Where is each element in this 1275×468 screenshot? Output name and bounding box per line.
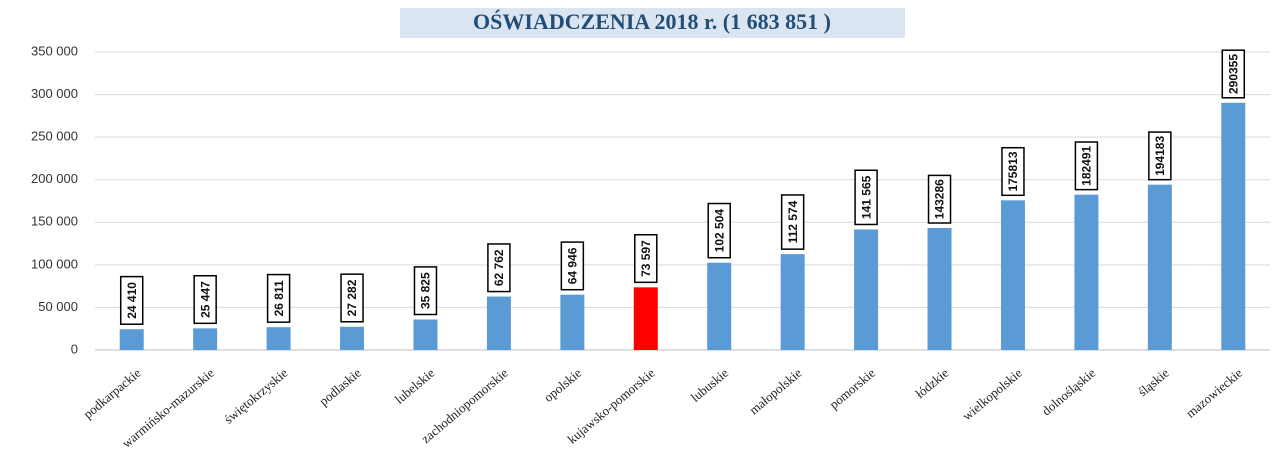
x-tick-label: lubuskie — [688, 365, 732, 405]
value-label-box — [266, 273, 291, 323]
value-label: 73 597 — [639, 240, 653, 277]
title-background — [400, 8, 905, 38]
y-tick-label: 50 000 — [38, 299, 78, 314]
value-label-box — [413, 266, 438, 316]
bar — [854, 229, 879, 350]
value-label: 24 410 — [125, 282, 139, 319]
value-label: 25 447 — [198, 281, 212, 318]
value-label-box — [1074, 141, 1099, 191]
value-label-box — [487, 243, 511, 293]
y-tick-label: 150 000 — [31, 214, 78, 229]
value-label: 141 565 — [859, 175, 873, 219]
x-tick-label: mazowieckie — [1183, 365, 1245, 421]
bar — [486, 296, 511, 350]
value-label-box — [119, 275, 144, 325]
bar — [413, 319, 438, 350]
bar — [193, 328, 218, 350]
value-label: 62 762 — [492, 249, 506, 286]
value-label: 102 504 — [712, 209, 726, 253]
y-tick-label: 300 000 — [31, 86, 78, 101]
x-tick-label: małopolskie — [746, 365, 804, 417]
value-label-box — [780, 194, 805, 250]
value-label-box — [927, 174, 952, 224]
value-label-box — [854, 169, 878, 226]
x-tick-label: śląskie — [1135, 365, 1172, 399]
x-tick-label: podkarpackie — [80, 365, 143, 422]
value-label-box — [1148, 131, 1172, 181]
x-tick-label: łódzkie — [912, 365, 951, 401]
bar — [560, 294, 585, 350]
bar — [707, 262, 732, 350]
x-tick-label: świętokrzyskie — [221, 365, 291, 427]
bar — [927, 228, 952, 350]
value-label-box — [707, 202, 731, 259]
x-tick-label: lubelskie — [392, 365, 438, 407]
chart-title: OŚWIADCZENIA 2018 r. (1 683 851 ) — [473, 9, 831, 34]
bar — [119, 329, 144, 350]
bar — [1000, 200, 1025, 350]
bar — [1221, 102, 1246, 351]
y-tick-label: 250 000 — [31, 129, 78, 144]
bar — [266, 327, 291, 350]
value-label-box — [1001, 146, 1025, 197]
x-tick-label: podlaskie — [316, 365, 364, 409]
bar — [780, 254, 805, 350]
value-label: 35 825 — [419, 272, 433, 309]
value-label: 26 811 — [272, 280, 286, 316]
y-tick-label: 100 000 — [31, 256, 78, 271]
value-label: 182491 — [1080, 145, 1094, 185]
x-tick-label: wielkopolskie — [959, 365, 1025, 424]
y-tick-label: 0 — [71, 341, 78, 356]
value-label-box — [560, 241, 585, 291]
value-label: 64 946 — [566, 247, 580, 284]
value-label: 27 282 — [345, 279, 359, 316]
value-label-box — [340, 273, 364, 323]
y-tick-label: 350 000 — [31, 43, 78, 58]
x-tick-label: dolnośląskie — [1039, 365, 1099, 418]
bar — [1147, 184, 1172, 350]
bar — [340, 326, 365, 350]
value-label-box — [634, 233, 658, 284]
x-tick-label: pomorskie — [826, 365, 878, 412]
value-label: 143286 — [933, 179, 947, 219]
value-label: 112 574 — [786, 200, 800, 243]
value-label: 290355 — [1226, 54, 1240, 94]
value-label-box — [1221, 49, 1246, 99]
value-label: 194183 — [1153, 136, 1167, 176]
value-label: 175813 — [1006, 151, 1020, 191]
value-label-box — [193, 274, 217, 325]
x-tick-label: opolskie — [541, 365, 585, 405]
bar — [633, 287, 658, 350]
bar — [1074, 194, 1099, 350]
y-tick-label: 200 000 — [31, 171, 78, 186]
